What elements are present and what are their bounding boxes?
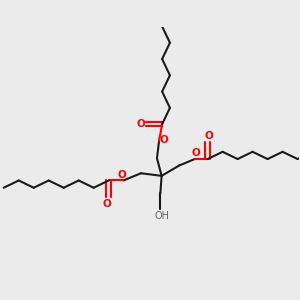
Text: O: O xyxy=(205,131,213,141)
Text: O: O xyxy=(103,199,112,208)
Text: O: O xyxy=(118,170,127,180)
Text: O: O xyxy=(160,135,169,146)
Text: OH: OH xyxy=(154,211,169,221)
Text: O: O xyxy=(136,119,145,129)
Text: O: O xyxy=(192,148,200,158)
